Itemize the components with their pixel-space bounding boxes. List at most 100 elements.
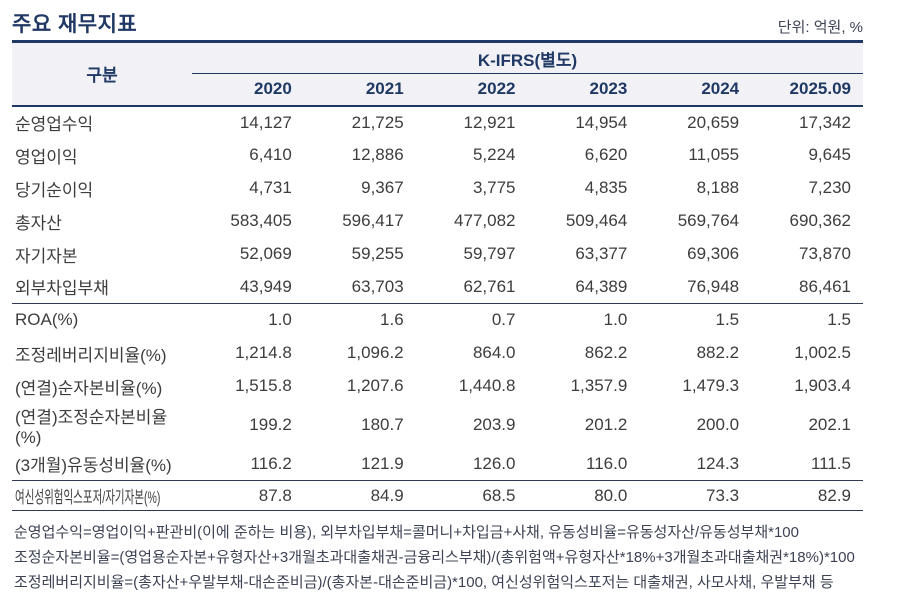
row-value: 63,377	[575, 244, 628, 263]
table-row: 외부차입부채 43,949 63,703 62,761 64,389 76,948 86,4…	[12, 271, 863, 304]
row-value: 6,620	[584, 145, 628, 164]
row-value: 14,954	[575, 112, 628, 132]
row-value: 21,725	[351, 112, 404, 132]
row-value: 62,761	[463, 276, 516, 296]
column-header-2021: 2021	[365, 79, 404, 99]
row-label: (연결)조정순자본비율(%)	[15, 407, 168, 447]
group-header-row: 구분 K-IFRS(별도)	[12, 41, 863, 85]
row-value: 116.2	[250, 453, 292, 473]
row-value: 0.7	[491, 310, 516, 330]
row-value: 509,464	[565, 211, 628, 230]
table-row: (연결)순자본비율(%) 1,515.8 1,207.6 1,440.8 1,357.9…	[12, 370, 863, 403]
row-value: 8,188	[696, 178, 740, 197]
row-label: 자기자본	[15, 246, 78, 266]
row-value: 76,948	[687, 276, 740, 296]
row-value: 12,886	[351, 145, 404, 164]
row-value: 477,082	[454, 211, 516, 230]
table-row: (연결)조정순자본비율(%) 199.2 180.7 203.9 201.2 200.0 2…	[12, 403, 863, 448]
row-label: ROA(%)	[15, 310, 79, 330]
row-value: 73,870	[799, 244, 851, 263]
unit-label: 단위: 억원, %	[777, 19, 863, 36]
row-value: 202.1	[808, 415, 851, 434]
row-value: 5,224	[472, 145, 516, 164]
row-label: 영업이익	[15, 147, 78, 167]
table-row: 자기자본 52,069 59,255 59,797 63,377 69,306 73,870	[12, 238, 863, 271]
row-value: 203.9	[472, 415, 516, 434]
year-header-row: 2020 2021 2022 2023 2024 2025.09	[12, 74, 863, 106]
table-row: 조정레버리지비율(%) 1,214.8 1,096.2 864.0 862.2 882.2…	[12, 337, 863, 370]
row-value: 1,214.8	[235, 343, 292, 362]
row-value: 1.0	[268, 310, 292, 330]
table-row: ROA(%) 1.0 1.6 0.7 1.0 1.5 1.5	[12, 304, 863, 337]
row-value: 882.2	[696, 343, 740, 362]
row-label: 조정레버리지비율(%)	[15, 345, 167, 365]
row-value: 59,797	[463, 244, 516, 263]
row-value: 82.9	[817, 485, 851, 505]
row-value: 68.5	[482, 485, 516, 505]
footnote-line: 조정레버리지비율=(총자산+우발부채-대손준비금)/(총자본-대손준비금)*10…	[14, 574, 834, 591]
row-value: 1.5	[715, 310, 740, 330]
footnotes: 순영업수익=영업이익+판관비(이에 준하는 비용), 외부차입부채=콜머니+차입…	[12, 520, 863, 595]
row-value: 126.0	[472, 453, 516, 473]
row-value: 9,645	[808, 145, 851, 164]
row-value: 3,775	[472, 178, 516, 197]
row-value: 1,440.8	[458, 376, 516, 395]
table-row: (3개월)유동성비율(%) 116.2 121.9 126.0 116.0 124.3 11…	[12, 448, 863, 481]
row-value: 1,903.4	[794, 376, 851, 395]
column-header-2025-09: 2025.09	[789, 79, 851, 99]
row-value: 569,764	[677, 211, 740, 230]
row-value: 6,410	[249, 145, 292, 164]
row-value: 1,002.5	[794, 343, 851, 362]
table-header: 구분 K-IFRS(별도) 2020 2021 2022 2023 2024 2025.0…	[12, 41, 863, 106]
financial-indicators-table: 구분 K-IFRS(별도) 2020 2021 2022 2023 2024 2025.0…	[12, 40, 863, 511]
table-body: 순영업수익 14,127 21,725 12,921 14,954 20,659 17,34…	[12, 106, 863, 511]
row-label: (3개월)유동성비율(%)	[15, 456, 172, 476]
row-label: 여신성위험익스포저/자기자본(%)	[15, 488, 161, 507]
row-label: (연결)순자본비율(%)	[15, 378, 163, 398]
row-value: 64,389	[575, 276, 628, 296]
row-value: 17,342	[799, 112, 851, 132]
row-label: 총자산	[15, 213, 62, 233]
table-row: 여신성위험익스포저/자기자본(%) 87.8 84.9 68.5 80.0 73.3 82.…	[12, 481, 863, 511]
row-label: 외부차입부채	[15, 279, 109, 299]
table-row: 당기순이익 4,731 9,367 3,775 4,835 8,188 7,230	[12, 172, 863, 205]
row-label: 당기순이익	[15, 180, 94, 200]
row-value: 69,306	[687, 244, 740, 263]
header-bar: 주요 재무지표 단위: 억원, %	[12, 8, 863, 38]
row-value: 9,367	[361, 178, 404, 197]
row-value: 862.2	[584, 343, 628, 362]
row-value: 59,255	[351, 244, 404, 263]
row-value: 583,405	[230, 211, 292, 230]
row-value: 1.6	[380, 310, 404, 330]
row-value: 124.3	[696, 453, 740, 473]
footnote-line: 순영업수익=영업이익+판관비(이에 준하는 비용), 외부차입부채=콜머니+차입…	[14, 524, 799, 541]
row-value: 200.0	[696, 415, 740, 434]
row-value: 1,515.8	[235, 376, 292, 395]
column-header-2020: 2020	[254, 79, 292, 99]
row-value: 7,230	[808, 178, 851, 197]
row-value: 12,921	[463, 112, 516, 132]
row-value: 1,479.3	[682, 376, 740, 395]
row-value: 201.2	[584, 415, 628, 434]
row-value: 20,659	[687, 112, 740, 132]
row-value: 87.8	[258, 485, 292, 505]
row-value: 690,362	[789, 211, 851, 230]
row-value: 52,069	[239, 244, 292, 263]
row-value: 4,835	[584, 178, 628, 197]
row-value: 1,096.2	[346, 343, 404, 362]
table-row: 순영업수익 14,127 21,725 12,921 14,954 20,659 17,34…	[12, 106, 863, 139]
row-value: 121.9	[361, 453, 404, 473]
row-value: 596,417	[342, 211, 404, 230]
row-value: 84.9	[370, 485, 404, 505]
table-row: 영업이익 6,410 12,886 5,224 6,620 11,055 9,645	[12, 139, 863, 172]
row-value: 111.5	[810, 453, 851, 473]
row-value: 11,055	[688, 145, 740, 164]
row-value: 199.2	[249, 415, 292, 434]
row-value: 14,127	[239, 112, 292, 132]
row-value: 864.0	[472, 343, 516, 362]
group-header-kifrs: K-IFRS(별도)	[192, 41, 863, 74]
row-value: 1.0	[603, 310, 628, 330]
row-label: 순영업수익	[15, 115, 94, 134]
column-header-2024: 2024	[701, 79, 740, 99]
